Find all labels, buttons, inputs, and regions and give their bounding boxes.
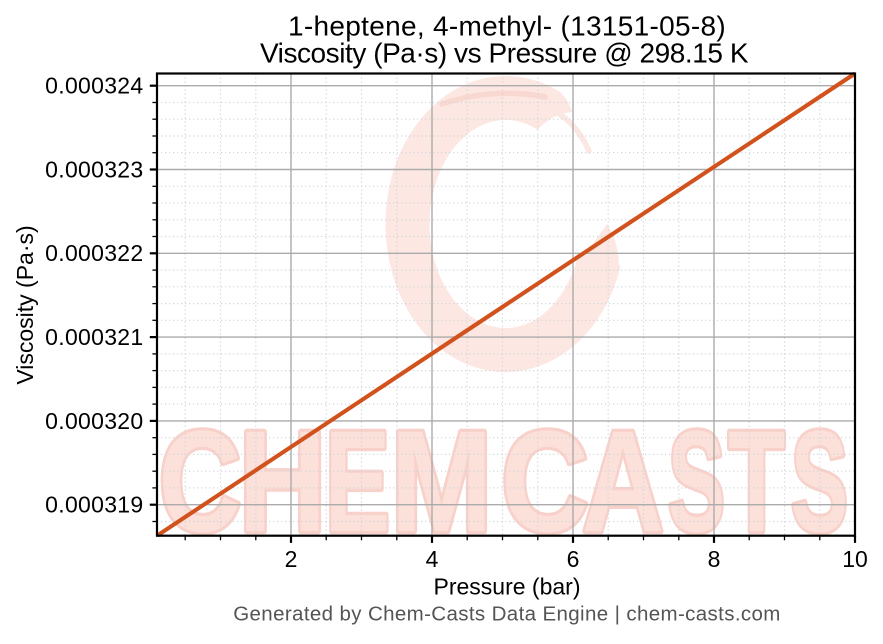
svg-text:Pressure (bar): Pressure (bar) <box>434 574 581 600</box>
svg-text:0.000320: 0.000320 <box>45 408 143 434</box>
svg-text:2: 2 <box>285 546 298 572</box>
svg-text:C: C <box>159 401 242 562</box>
svg-text:E: E <box>325 401 391 562</box>
svg-text:0.000323: 0.000323 <box>45 156 143 182</box>
svg-text:A: A <box>582 401 664 562</box>
svg-text:0.000319: 0.000319 <box>45 492 143 518</box>
svg-text:Generated by Chem-Casts Data E: Generated by Chem-Casts Data Engine | ch… <box>233 603 781 626</box>
svg-text:8: 8 <box>708 546 721 572</box>
svg-text:0.000324: 0.000324 <box>45 73 143 99</box>
svg-text:0.000322: 0.000322 <box>45 240 143 266</box>
svg-text:M: M <box>391 401 493 562</box>
svg-text:T: T <box>728 401 785 562</box>
svg-text:C: C <box>501 401 589 562</box>
svg-text:Viscosity (Pa·s): Viscosity (Pa·s) <box>12 225 38 384</box>
svg-text:Viscosity (Pa·s) vs Pressure @: Viscosity (Pa·s) vs Pressure @ 298.15 K <box>260 38 749 69</box>
svg-text:4: 4 <box>426 546 439 572</box>
svg-text:H: H <box>239 401 327 562</box>
svg-text:0.000321: 0.000321 <box>45 324 143 350</box>
svg-text:10: 10 <box>842 546 868 572</box>
svg-text:6: 6 <box>567 546 580 572</box>
svg-text:S: S <box>668 401 726 562</box>
svg-text:1-heptene, 4-methyl- (13151-05: 1-heptene, 4-methyl- (13151-05-8) <box>288 11 726 42</box>
